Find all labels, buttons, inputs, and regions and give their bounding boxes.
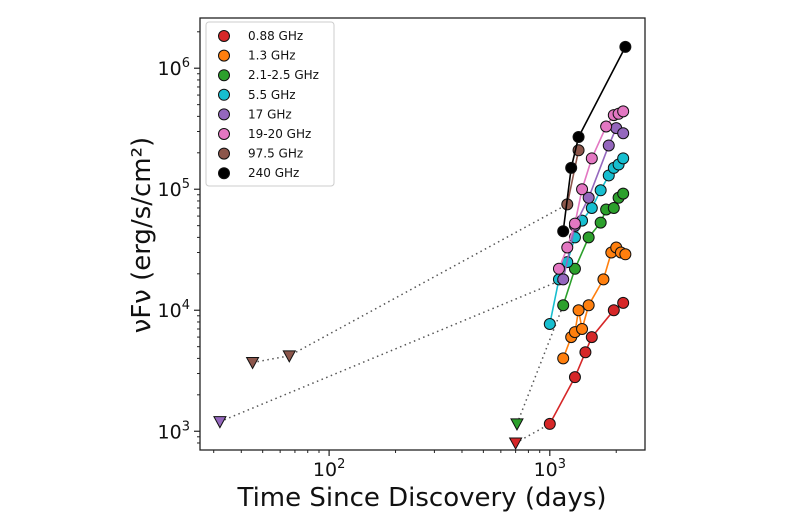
series-97-5-ghz [245, 144, 585, 370]
y-tick-label: 103 [158, 419, 190, 443]
upper-limit-marker [282, 350, 297, 363]
data-point [617, 127, 630, 140]
legend-label: 1.3 GHz [248, 49, 296, 63]
data-point [582, 231, 595, 244]
legend-marker [218, 147, 230, 160]
data-point [619, 40, 632, 53]
data-point [576, 322, 589, 335]
legend-label: 19-20 GHz [248, 127, 311, 141]
legend-label: 97.5 GHz [248, 147, 303, 161]
data-point [597, 273, 610, 286]
data-point [579, 346, 592, 359]
legend-label: 240 GHz [248, 166, 299, 180]
data-point [582, 299, 595, 312]
data-point [568, 217, 581, 230]
data-point [585, 201, 598, 214]
data-point [607, 201, 620, 214]
legend-marker [218, 49, 230, 62]
data-point [568, 262, 581, 275]
legend-label: 17 GHz [248, 107, 292, 121]
data-point [617, 105, 630, 118]
data-point [585, 331, 598, 344]
data-point [543, 417, 556, 430]
upper-limit-dotted-line [516, 304, 564, 425]
data-point [557, 225, 570, 238]
data-point [617, 152, 630, 165]
legend-marker [218, 128, 230, 140]
data-point [557, 352, 570, 365]
legend-marker [218, 69, 230, 82]
legend-label: 5.5 GHz [248, 88, 296, 102]
data-point [585, 152, 598, 165]
series-0-88-ghz [508, 296, 630, 451]
series-19-20-ghz [552, 105, 630, 275]
legend-marker [218, 167, 230, 180]
data-point [572, 131, 585, 144]
series-1-3-ghz [557, 241, 632, 365]
legend-marker [218, 108, 230, 121]
legend-box [205, 21, 335, 187]
upper-limit-marker [213, 416, 227, 429]
data-point [561, 241, 574, 254]
x-tick-label: 103 [534, 457, 566, 481]
upper-limit-marker [510, 418, 524, 431]
axis-ticks: 102 103 103 104 105 106 [158, 31, 617, 481]
upper-limit-dotted-line [219, 278, 564, 423]
data-point [617, 187, 630, 200]
data-point [543, 317, 556, 330]
plot-frame [199, 17, 646, 451]
series-line [562, 46, 627, 232]
x-axis-label: Time Since Discovery (days) [236, 483, 606, 513]
series-layer [213, 40, 632, 451]
data-point [600, 120, 613, 133]
upper-limit-marker [508, 437, 523, 451]
data-point [568, 371, 581, 384]
legend-marker [218, 88, 230, 101]
data-point [617, 296, 630, 309]
series-line [566, 150, 580, 205]
y-tick-label: 105 [158, 177, 190, 201]
data-point [607, 304, 620, 317]
y-axis-label: νFν (erg/s/cm²) [127, 137, 157, 333]
data-point [572, 304, 585, 317]
data-point [557, 273, 570, 286]
y-tick-label: 104 [158, 298, 190, 322]
legend-marker [218, 30, 230, 42]
data-point [582, 191, 595, 204]
legend: 0.88 GHz 1.3 GHz 2.1-2.5 GHz 5.5 GHz 17 GHz 1… [205, 21, 335, 187]
data-point [557, 299, 570, 312]
legend-label: 0.88 GHz [248, 29, 303, 43]
data-point [602, 139, 615, 152]
y-tick-label: 106 [158, 56, 190, 80]
series-240-ghz [557, 40, 632, 238]
upper-limit-marker [245, 356, 260, 370]
data-point [619, 248, 632, 261]
data-point [594, 216, 607, 229]
x-tick-label: 102 [313, 457, 345, 481]
data-point [552, 262, 565, 275]
legend-label: 2.1-2.5 GHz [248, 68, 319, 82]
data-point [594, 184, 607, 197]
data-point [576, 183, 589, 196]
data-point [565, 161, 578, 174]
upper-limit-dotted-line [252, 203, 568, 364]
